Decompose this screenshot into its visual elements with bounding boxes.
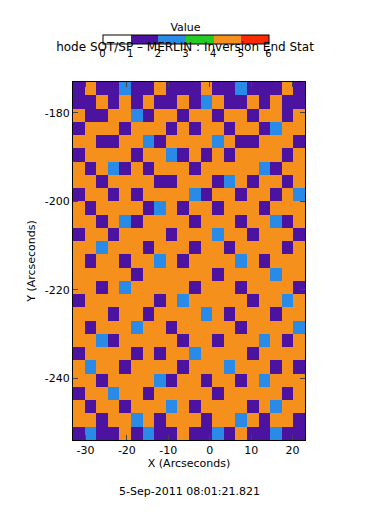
svg-text:5: 5 <box>238 48 244 59</box>
svg-text:X (Arcseconds): X (Arcseconds) <box>148 457 230 470</box>
svg-text:-180: -180 <box>45 107 70 120</box>
svg-text:0: 0 <box>206 444 213 457</box>
svg-text:2: 2 <box>155 48 161 59</box>
svg-text:-10: -10 <box>159 444 177 457</box>
svg-text:1: 1 <box>127 48 133 59</box>
svg-text:-240: -240 <box>45 372 70 385</box>
svg-text:-200: -200 <box>45 195 70 208</box>
svg-text:0: 0 <box>99 48 105 59</box>
svg-text:Value: Value <box>170 21 200 34</box>
svg-text:-30: -30 <box>76 444 94 457</box>
svg-text:6: 6 <box>265 48 271 59</box>
svg-text:-20: -20 <box>118 444 136 457</box>
svg-text:-220: -220 <box>45 284 70 297</box>
svg-text:3: 3 <box>182 48 188 59</box>
svg-text:Y (Arcseconds): Y (Arcseconds) <box>25 220 38 303</box>
svg-text:10: 10 <box>244 444 258 457</box>
svg-text:4: 4 <box>210 48 216 59</box>
svg-text:hode SOT/SP – MERLIN : Inversi: hode SOT/SP – MERLIN : Inversion End Sta… <box>56 40 314 54</box>
svg-text:20: 20 <box>286 444 300 457</box>
svg-text:5-Sep-2011 08:01:21.821: 5-Sep-2011 08:01:21.821 <box>119 485 260 498</box>
